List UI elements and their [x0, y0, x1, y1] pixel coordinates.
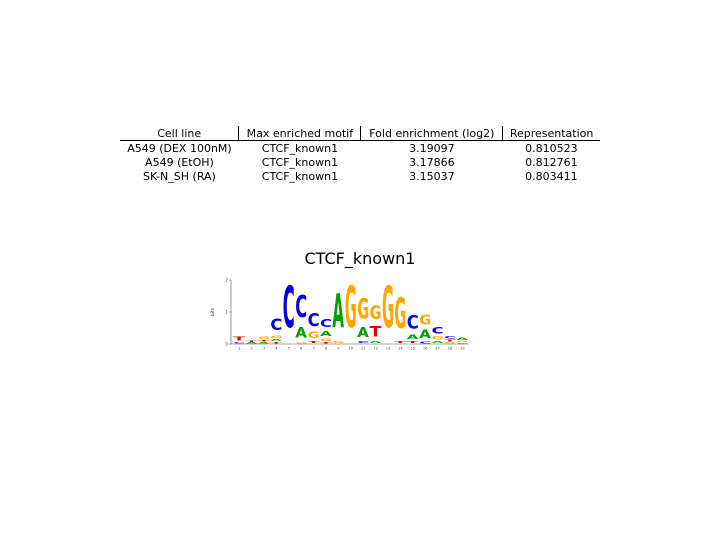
letter-c: C	[283, 274, 295, 341]
cell-line: A549 (EtOH)	[145, 155, 214, 169]
letter-t: T	[407, 341, 420, 344]
letter-c: C	[407, 313, 419, 334]
letter-c: C	[456, 343, 468, 344]
letter-g: G	[258, 336, 270, 340]
letter-a: A	[370, 340, 382, 344]
y-tick-label: 1	[225, 310, 228, 315]
position-label: 18	[448, 347, 453, 351]
letter-t: T	[320, 342, 333, 344]
letter-t: T	[394, 341, 407, 344]
table-header-row: Cell line Max enriched motif Fold enrich…	[120, 126, 600, 141]
position-label: 19	[460, 347, 465, 351]
letter-g: G	[295, 342, 307, 344]
letter-c: C	[419, 341, 431, 344]
letter-t: T	[370, 323, 382, 340]
letter-t: T	[233, 336, 245, 342]
letter-a: A	[407, 333, 419, 340]
fold-enrichment: 3.19097	[409, 141, 455, 155]
position-label: 12	[373, 347, 378, 351]
letter-a: A	[357, 326, 369, 341]
letter-c: C	[444, 335, 456, 339]
letter-a: A	[456, 337, 468, 341]
letter-a: A	[432, 340, 444, 344]
letter-c: C	[308, 309, 320, 330]
header-max-enriched-motif: Max enriched motif	[238, 126, 361, 141]
motif-title: CTCF_known1	[304, 249, 416, 268]
letter-a: A	[258, 342, 271, 344]
position-label: 17	[435, 347, 440, 351]
position-label: 16	[423, 347, 428, 351]
representation: 0.803411	[525, 169, 578, 183]
letter-c: C	[320, 318, 332, 330]
position-label: 8	[325, 347, 328, 351]
letter-a: A	[295, 325, 307, 342]
letter-c: C	[295, 288, 307, 324]
letter-c: C	[233, 342, 245, 344]
letter-g: G	[370, 301, 382, 323]
letter-a: A	[332, 285, 344, 339]
cell-line: SK-N_SH (RA)	[143, 169, 216, 183]
letter-a: A	[419, 328, 431, 341]
letter-g: G	[270, 335, 282, 339]
letter-g: G	[332, 341, 344, 344]
header-fold-enrichment: Fold enrichment (log2)	[360, 126, 503, 141]
table-row: A549 (EtOH) CTCF_known1 3.17866 0.812761	[120, 155, 600, 169]
y-tick-label: 0	[225, 342, 228, 347]
table-row: A549 (DEX 100nM) CTCF_known1 3.19097 0.8…	[120, 141, 600, 156]
letter-c: C	[357, 340, 369, 343]
position-label: 2	[250, 347, 252, 351]
letter-a: A	[320, 329, 333, 338]
header-representation: Representation	[502, 126, 600, 141]
letter-c: C	[270, 315, 282, 334]
letter-g: G	[320, 338, 332, 342]
letter-g: G	[345, 275, 357, 341]
position-label: 11	[361, 347, 366, 351]
letter-g: G	[419, 313, 431, 328]
y-tick-label: 2	[225, 278, 228, 283]
position-label: 10	[349, 347, 354, 351]
representation: 0.812761	[525, 155, 578, 169]
y-axis-label: bits	[210, 307, 216, 316]
enrichment-table: Cell line Max enriched motif Fold enrich…	[120, 126, 600, 183]
fold-enrichment: 3.15037	[409, 169, 455, 183]
letter-g: G	[432, 335, 444, 340]
letter-g: G	[394, 291, 406, 339]
letter-t: T	[258, 340, 271, 342]
position-label: 5	[288, 347, 290, 351]
position-label: 7	[312, 347, 314, 351]
position-label: 15	[411, 347, 416, 351]
letter-g: G	[456, 341, 468, 343]
motif-name: CTCF_known1	[261, 155, 339, 169]
position-label: 9	[337, 347, 340, 351]
letter-a: A	[270, 339, 282, 343]
table-row: SK-N_SH (RA) CTCF_known1 3.15037 0.80341…	[120, 169, 600, 183]
position-label: 4	[275, 347, 278, 351]
letter-t: T	[308, 341, 321, 344]
position-label: 13	[386, 347, 391, 351]
header-cell-line: Cell line	[120, 126, 239, 141]
letter-t: T	[246, 341, 259, 343]
letter-g: G	[382, 275, 394, 341]
representation: 0.810523	[525, 141, 578, 155]
letter-g: G	[444, 342, 456, 344]
letter-g: G	[357, 293, 369, 326]
letter-a: A	[246, 342, 259, 344]
position-label: 1	[238, 347, 240, 351]
fold-enrichment: 3.17866	[409, 155, 455, 169]
cell-line: A549 (DEX 100nM)	[127, 141, 232, 155]
motif-name: CTCF_known1	[261, 169, 339, 183]
position-label: 3	[263, 347, 265, 351]
letter-t: T	[444, 339, 457, 342]
position-label: 6	[300, 347, 303, 351]
position-label: 14	[398, 347, 403, 351]
letter-g: G	[308, 330, 320, 340]
letter-c: C	[432, 326, 444, 336]
motif-name: CTCF_known1	[261, 141, 339, 155]
letter-t: T	[270, 342, 283, 344]
